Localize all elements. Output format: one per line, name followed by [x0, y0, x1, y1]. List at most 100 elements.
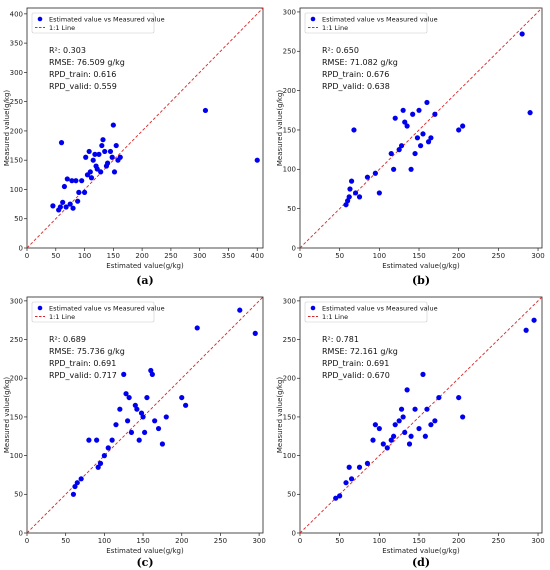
data-point: [523, 327, 529, 333]
x-tick-label: 0: [298, 537, 302, 545]
legend-label-line: 1:1 Line: [49, 313, 75, 321]
data-point: [347, 186, 353, 192]
data-point: [420, 371, 426, 377]
stat-line: R²: 0.650: [322, 46, 359, 55]
data-point: [102, 148, 108, 155]
data-point: [76, 189, 82, 195]
y-axis-label: Measured value(g/kg): [276, 90, 284, 167]
legend-point-marker: [37, 16, 43, 22]
data-point: [237, 307, 243, 313]
y-tick-label: 200: [283, 375, 296, 383]
x-tick-label: 0: [298, 252, 302, 260]
data-point: [70, 491, 77, 497]
data-point: [109, 437, 115, 443]
data-point: [64, 176, 70, 182]
stat-line: RMSE: 72.161 g/kg: [322, 347, 398, 356]
data-point: [98, 169, 104, 175]
data-point: [159, 441, 166, 447]
data-point: [252, 330, 258, 336]
y-tick-label: 150: [10, 157, 23, 165]
data-point: [388, 437, 394, 443]
x-tick-label: 100: [373, 252, 386, 260]
legend-box: [304, 301, 428, 323]
y-tick-label: 150: [10, 413, 23, 421]
data-point: [406, 441, 413, 447]
legend-point-marker: [310, 16, 316, 22]
data-point: [155, 425, 162, 432]
data-point: [432, 418, 438, 424]
data-point: [95, 464, 101, 470]
data-point: [364, 460, 371, 466]
y-tick-label: 150: [283, 413, 296, 421]
data-point: [113, 142, 119, 149]
chart-panel-4: 0 50 100 150 200 250 300 0 50 100 150 200 250 300 Esti…: [276, 296, 545, 569]
panel-caption: (b): [412, 274, 430, 287]
data-point: [402, 119, 408, 125]
x-axis-label: Estimated value(g/kg): [382, 262, 460, 270]
data-point: [388, 150, 394, 157]
y-axis-label: Measured value(g/kg): [276, 377, 284, 454]
y-tick-label: 0: [19, 244, 23, 252]
legend-box: [31, 301, 155, 323]
data-point: [345, 198, 351, 204]
data-point: [425, 139, 432, 145]
data-point: [74, 480, 80, 486]
data-point: [86, 148, 92, 155]
y-tick-label: 300: [10, 69, 23, 77]
y-tick-label: 100: [283, 452, 296, 460]
data-point: [58, 140, 65, 146]
x-axis-label: Estimated value(g/kg): [106, 547, 184, 555]
stat-line: R²: 0.303: [49, 46, 86, 55]
x-tick-label: 150: [107, 252, 120, 260]
data-point: [400, 414, 406, 420]
x-tick-label: 50: [335, 252, 344, 260]
data-point: [424, 99, 430, 106]
y-tick-label: 50: [287, 491, 296, 499]
data-point: [107, 148, 114, 155]
data-point: [117, 406, 123, 412]
stat-line: RPD_train: 0.691: [322, 359, 389, 368]
data-point: [343, 480, 349, 486]
data-point: [152, 418, 158, 424]
data-point: [352, 190, 359, 196]
legend-point-marker: [310, 305, 316, 311]
data-point: [140, 414, 146, 420]
legend-label-points: Estimated value vs Measured value: [49, 15, 165, 23]
x-tick-label: 50: [51, 252, 60, 260]
data-point: [101, 453, 107, 459]
x-tick-label: 200: [452, 252, 465, 260]
y-tick-label: 300: [283, 8, 296, 16]
data-point: [149, 371, 155, 377]
y-tick-label: 250: [10, 336, 23, 344]
x-tick-label: 150: [412, 252, 425, 260]
stat-line: RMSE: 76.509 g/kg: [49, 58, 125, 67]
x-tick-label: 350: [222, 252, 235, 260]
y-tick-label: 50: [287, 205, 296, 213]
data-point: [372, 170, 378, 176]
data-point: [416, 107, 422, 113]
data-point: [333, 495, 339, 501]
legend-label-line: 1:1 Line: [322, 313, 348, 321]
data-point: [414, 135, 421, 141]
data-point: [87, 169, 93, 175]
data-point: [126, 394, 132, 401]
data-point: [109, 154, 115, 160]
data-point: [400, 107, 406, 113]
data-point: [124, 418, 131, 424]
y-tick-label: 400: [10, 10, 23, 18]
data-point: [396, 147, 402, 153]
data-point: [428, 422, 434, 428]
data-point: [384, 445, 390, 451]
data-point: [75, 198, 81, 204]
stat-line: R²: 0.689: [49, 335, 86, 344]
y-tick-label: 150: [283, 126, 296, 134]
data-point: [410, 111, 416, 117]
data-point: [99, 142, 105, 149]
data-point: [402, 429, 408, 436]
data-point: [202, 107, 209, 114]
x-tick-label: 200: [135, 252, 148, 260]
data-point: [94, 166, 100, 172]
stat-line: RPD_valid: 0.670: [322, 371, 390, 380]
data-point: [142, 429, 148, 436]
